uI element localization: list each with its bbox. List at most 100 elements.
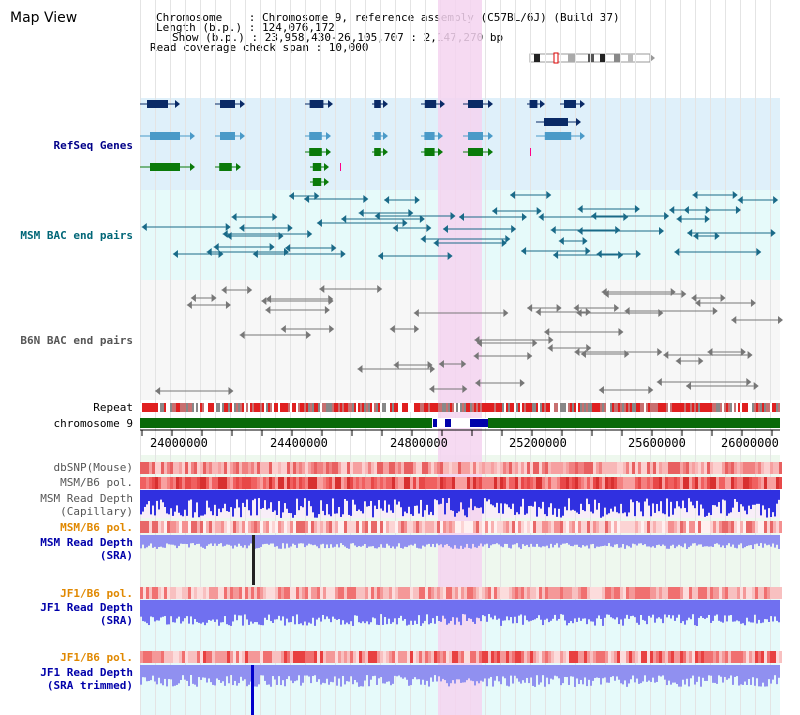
refseq-genes-label[interactable]: RefSeq Genes xyxy=(53,139,133,152)
heat-cell xyxy=(608,462,611,474)
heat-cell xyxy=(197,462,200,474)
depth-bar xyxy=(538,600,540,616)
depth-bar xyxy=(268,665,270,685)
depth-bar xyxy=(568,665,570,685)
heat-cell xyxy=(287,462,290,474)
repeat-mark xyxy=(520,403,522,412)
heat-cell xyxy=(758,462,761,474)
gene-exon xyxy=(312,163,322,171)
depth-bar xyxy=(516,600,518,624)
depth-bar xyxy=(226,490,228,512)
depth-bar xyxy=(668,665,670,681)
depth-bar xyxy=(578,490,580,515)
heat-cell xyxy=(479,521,482,533)
depth-bar xyxy=(316,535,318,547)
heat-cell xyxy=(662,462,665,474)
repeat-mark xyxy=(240,403,242,412)
depth-bar xyxy=(300,600,302,624)
bac-end xyxy=(392,224,398,232)
repeat-mark xyxy=(308,403,310,412)
repeat-mark xyxy=(168,403,170,412)
depth-bar xyxy=(334,535,336,547)
bac-end xyxy=(746,378,752,386)
heat-cell xyxy=(275,462,278,474)
heat-cell xyxy=(248,521,251,533)
heat-cell xyxy=(524,477,527,489)
heat-cell xyxy=(527,477,530,489)
gene-exon xyxy=(219,163,232,171)
heat-cell xyxy=(296,462,299,474)
heat-cell xyxy=(572,521,575,533)
b6n-bac-label[interactable]: B6N BAC end pairs xyxy=(20,334,133,347)
depth-bar xyxy=(624,535,626,549)
heat-cell xyxy=(560,477,563,489)
repeat-mark xyxy=(164,403,166,412)
heat-cell xyxy=(284,477,287,489)
heat-cell xyxy=(671,477,674,489)
heat-cell xyxy=(719,477,722,489)
depth-bar xyxy=(654,535,656,548)
heat-cell xyxy=(656,477,659,489)
depth-bar xyxy=(712,535,714,547)
depth-bar xyxy=(566,665,568,678)
depth-bar xyxy=(488,490,490,500)
depth-bar xyxy=(162,600,164,617)
depth-bar xyxy=(240,665,242,677)
heat-cell xyxy=(692,477,695,489)
depth-bar xyxy=(384,490,386,501)
heat-cell xyxy=(140,462,143,474)
depth-bar xyxy=(524,600,526,616)
depth-bar xyxy=(274,665,276,680)
heat-cell xyxy=(674,477,677,489)
heat-cell xyxy=(296,477,299,489)
repeat-mark xyxy=(156,403,158,412)
depth-bar xyxy=(212,665,214,685)
heat-cell xyxy=(761,651,764,663)
heat-cell xyxy=(389,462,392,474)
depth-bar xyxy=(318,535,320,549)
depth-bar xyxy=(360,535,362,547)
depth-bar xyxy=(148,490,150,502)
depth-bar xyxy=(518,535,520,548)
heat-cell xyxy=(167,587,170,599)
heat-cell xyxy=(224,651,227,663)
heat-cell xyxy=(365,587,368,599)
heat-cell xyxy=(617,587,620,599)
heat-cell xyxy=(410,521,413,533)
depth-bar xyxy=(670,490,672,502)
heat-cell xyxy=(473,462,476,474)
depth-bar xyxy=(314,665,316,676)
heat-cell xyxy=(332,587,335,599)
heat-cell xyxy=(584,477,587,489)
heat-cell xyxy=(497,477,500,489)
depth-bar xyxy=(450,600,452,621)
heat-cell xyxy=(308,651,311,663)
depth-bar xyxy=(490,665,492,677)
depth-bar xyxy=(432,665,434,682)
depth-bar xyxy=(186,665,188,681)
heat-cell xyxy=(521,521,524,533)
depth-bar xyxy=(656,535,658,546)
msm-bac-label[interactable]: MSM BAC end pairs xyxy=(20,229,133,242)
repeat-mark xyxy=(490,403,492,412)
heat-cell xyxy=(641,587,644,599)
depth-bar xyxy=(680,600,682,624)
depth-bar xyxy=(442,665,444,679)
depth-bar xyxy=(406,600,408,626)
bac-end xyxy=(447,252,453,260)
heat-cell xyxy=(242,521,245,533)
depth-bar xyxy=(762,665,764,683)
depth-bar xyxy=(624,600,626,619)
depth-bar xyxy=(532,490,534,507)
bac-end xyxy=(357,365,363,373)
heat-cell xyxy=(302,462,305,474)
heat-cell xyxy=(149,651,152,663)
depth-bar xyxy=(498,490,500,514)
heat-cell xyxy=(164,477,167,489)
depth-bar xyxy=(638,600,640,625)
heat-cell xyxy=(461,587,464,599)
depth-bar xyxy=(572,535,574,547)
depth-bar xyxy=(388,490,390,505)
depth-bar xyxy=(398,490,400,502)
